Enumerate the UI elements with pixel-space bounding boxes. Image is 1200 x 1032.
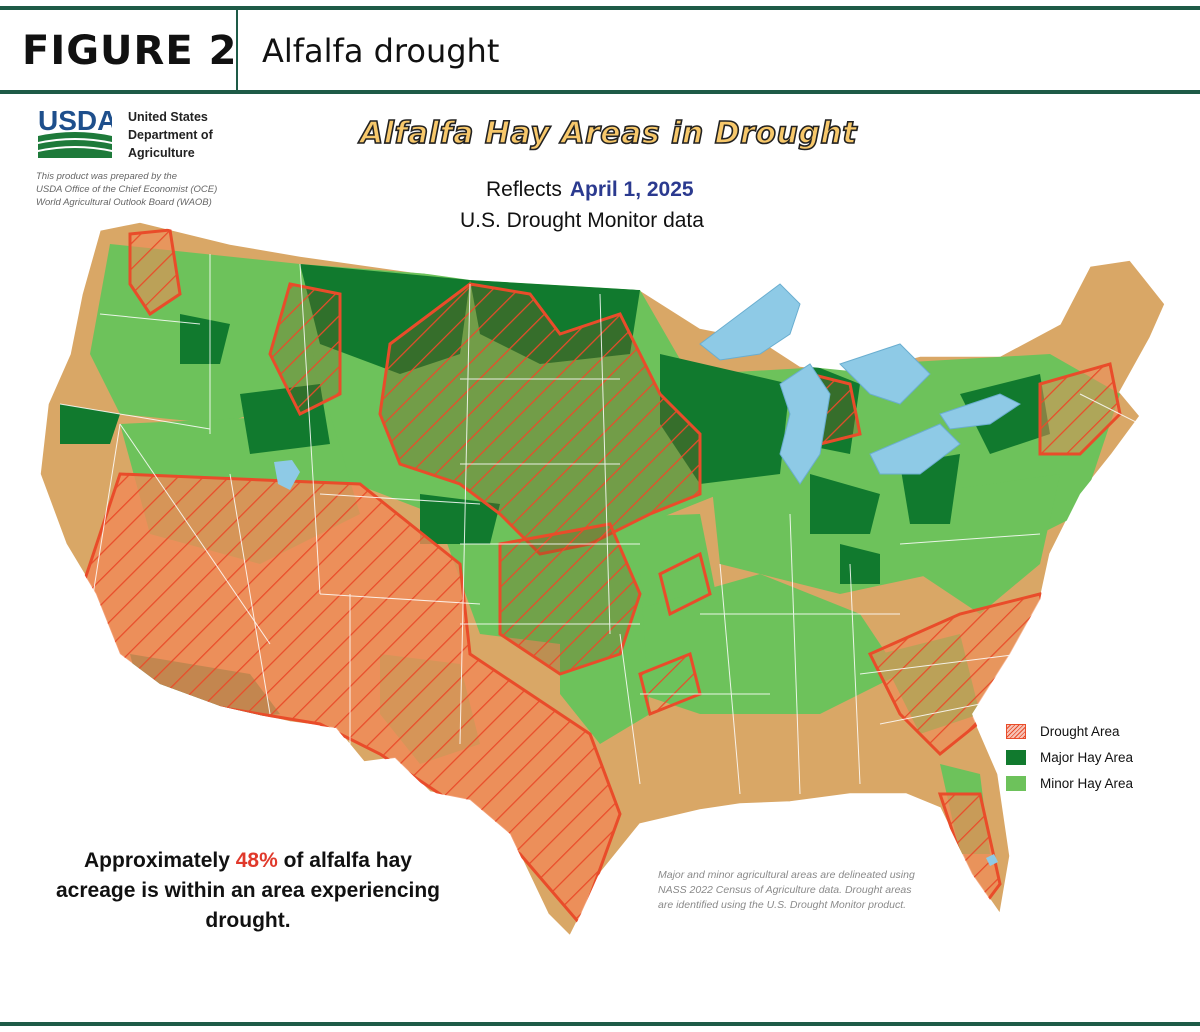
usda-name-line2: Department of [128, 128, 213, 142]
summary-text: Approximately 48% of alfalfa hay acreage… [48, 846, 448, 936]
prepared-line2: USDA Office of the Chief Economist (OCE) [36, 184, 218, 195]
prepared-by-note: This product was prepared by the USDA Of… [36, 170, 217, 209]
figure-label: FIGURE 2 [22, 28, 238, 74]
map-subtitle: U.S. Drought Monitor data [460, 209, 704, 232]
usda-name: United States Department of Agriculture [128, 108, 213, 162]
state-borders [59, 254, 1141, 795]
reflects-prefix: Reflects [486, 178, 562, 201]
prepared-line3: World Agricultural Outlook Board (WAOB) [36, 197, 212, 208]
reflects-line: Reflects April 1, 2025 [486, 178, 694, 202]
drought-swatch [1006, 724, 1026, 739]
figure-title: Alfalfa drought [262, 32, 500, 70]
summary-percent: 48% [235, 849, 278, 872]
header-divider [236, 10, 238, 90]
map-title: Alfalfa Hay Areas in Drought [359, 115, 858, 152]
legend-label-drought: Drought Area [1040, 724, 1120, 739]
great-lakes [699, 283, 1021, 485]
major-hay-swatch [1006, 750, 1026, 765]
usda-logo-text: USDA [38, 106, 112, 136]
methodology-note: Major and minor agricultural areas are d… [658, 869, 915, 911]
usda-logo: USDA [38, 106, 112, 158]
summary-prefix: Approximately [84, 849, 230, 872]
legend-label-major-hay: Major Hay Area [1040, 750, 1134, 765]
usda-name-line3: Agriculture [128, 146, 195, 160]
bottom-rule [0, 1022, 1200, 1026]
top-rule [0, 6, 1200, 10]
usda-name-line1: United States [128, 110, 208, 124]
minor-hay-swatch [1006, 776, 1026, 791]
reflects-date: April 1, 2025 [569, 178, 694, 201]
great-salt-lake [274, 460, 300, 490]
map-panel [0, 94, 1200, 1020]
prepared-line1: This product was prepared by the [36, 171, 177, 182]
lake-okeechobee [986, 854, 998, 866]
summary-suffix: of alfalfa hay acreage is within an area… [56, 849, 440, 932]
legend-label-minor-hay: Minor Hay Area [1040, 776, 1134, 791]
figure-header: FIGURE 2 Alfalfa drought [0, 10, 1200, 90]
us-drought-map [39, 221, 1166, 938]
header-rule [0, 90, 1200, 94]
